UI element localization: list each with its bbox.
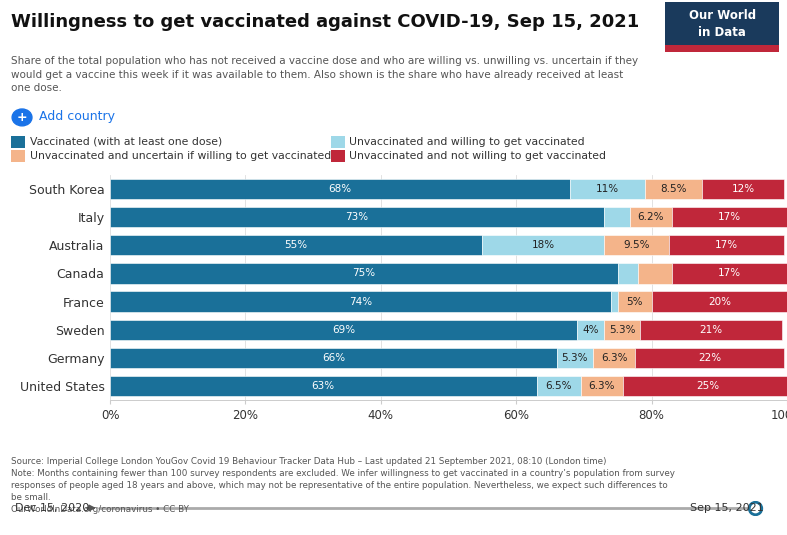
Bar [577,319,604,340]
Text: 12%: 12% [731,184,755,194]
Text: Dec 15, 2020: Dec 15, 2020 [15,503,89,513]
Text: Share of the total population who has not received a vaccine dose and who are wi: Share of the total population who has no… [11,56,638,94]
Bar [611,292,618,312]
Text: +: + [17,111,28,124]
Bar [110,319,577,340]
Bar [537,376,581,396]
Text: 6.5%: 6.5% [545,381,572,391]
Text: 5.3%: 5.3% [561,353,588,363]
Text: 17%: 17% [718,212,741,222]
Bar [110,348,557,368]
Text: Unvaccinated and willing to get vaccinated: Unvaccinated and willing to get vaccinat… [349,137,585,147]
Text: 68%: 68% [329,184,352,194]
Bar [645,179,702,199]
Text: Unvaccinated and uncertain if willing to get vaccinated: Unvaccinated and uncertain if willing to… [30,151,331,161]
Bar [110,376,537,396]
Text: 20%: 20% [708,296,731,307]
Text: 73%: 73% [345,212,368,222]
Text: Sep 15, 2021: Sep 15, 2021 [689,503,763,513]
Bar [110,292,611,312]
Bar [630,207,672,227]
Text: 6.3%: 6.3% [600,353,627,363]
Text: Source: Imperial College London YouGov Covid 19 Behaviour Tracker Data Hub – Las: Source: Imperial College London YouGov C… [11,457,675,514]
Text: 11%: 11% [596,184,619,194]
Text: Unvaccinated and not willing to get vaccinated: Unvaccinated and not willing to get vacc… [349,151,607,161]
Text: 25%: 25% [696,381,719,391]
Bar [581,376,623,396]
Text: 17%: 17% [715,240,737,250]
Bar [638,263,672,284]
Text: 18%: 18% [532,240,555,250]
Bar [604,207,630,227]
Text: 63%: 63% [312,381,334,391]
Bar [110,263,618,284]
Bar [110,179,571,199]
Text: 69%: 69% [332,325,355,335]
Text: Willingness to get vaccinated against COVID-19, Sep 15, 2021: Willingness to get vaccinated against CO… [11,13,639,32]
Bar [623,376,787,396]
Text: 17%: 17% [718,269,741,278]
Text: 4%: 4% [582,325,599,335]
Bar [635,348,785,368]
Bar [618,292,652,312]
Text: 22%: 22% [698,353,722,363]
Circle shape [12,109,32,126]
Text: 75%: 75% [353,269,375,278]
Text: 6.2%: 6.2% [637,212,664,222]
Bar [571,179,645,199]
Text: 9.5%: 9.5% [623,240,649,250]
Bar [672,207,787,227]
Text: Vaccinated (with at least one dose): Vaccinated (with at least one dose) [30,137,222,147]
Bar [618,263,638,284]
Text: 5.3%: 5.3% [609,325,635,335]
Text: 21%: 21% [700,325,722,335]
Text: Add country: Add country [39,110,115,123]
Bar [482,235,604,255]
Text: 6.3%: 6.3% [589,381,615,391]
Bar [672,263,787,284]
Bar [110,235,482,255]
Text: 74%: 74% [349,296,372,307]
Bar [593,348,635,368]
Bar [604,235,668,255]
Text: 55%: 55% [285,240,308,250]
Text: Our World
in Data: Our World in Data [689,9,756,39]
Bar [702,179,784,199]
Text: 5%: 5% [626,296,643,307]
Bar [640,319,782,340]
Text: 8.5%: 8.5% [660,184,687,194]
Text: 66%: 66% [322,353,345,363]
Bar [557,348,593,368]
Bar [604,319,640,340]
Bar [652,292,787,312]
Bar [110,207,604,227]
Bar [668,235,784,255]
